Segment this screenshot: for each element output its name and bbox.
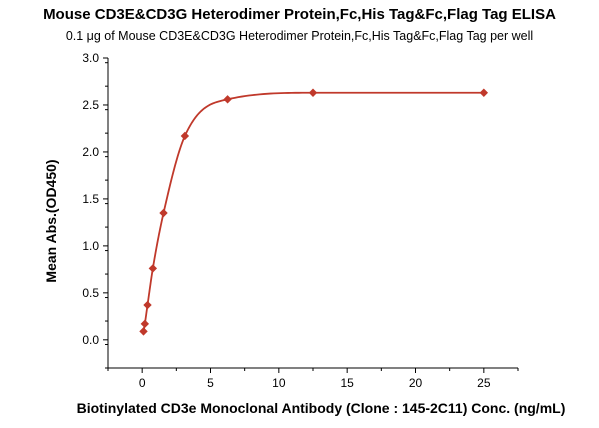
y-tick-label: 3.0 [82,51,99,65]
chart-title: Mouse CD3E&CD3G Heterodimer Protein,Fc,H… [43,6,556,23]
data-point [223,95,232,104]
x-tick-label: 15 [340,376,354,390]
chart-subtitle: 0.1 μg of Mouse CD3E&CD3G Heterodimer Pr… [65,29,534,43]
x-tick-label: 0 [139,376,146,390]
data-point [479,88,489,97]
x-tick-label: 25 [477,376,491,390]
y-tick-label: 0.5 [82,286,99,300]
x-tick-label: 10 [272,376,286,390]
data-point [148,264,158,273]
fit-curve [142,91,484,332]
y-tick-label: 2.5 [82,98,99,112]
data-point [180,131,190,141]
data-point [308,88,318,97]
data-points [139,88,489,336]
x-tick-label: 20 [409,376,423,390]
x-axis-title: Biotinylated CD3e Monoclonal Antibody (C… [77,400,566,416]
y-tick-label: 0.0 [82,333,99,347]
y-axis-title: Mean Abs.(OD450) [43,159,59,282]
data-point [143,300,152,310]
ticks: 0.0 0.5 1.0 1.5 2.0 2.5 3.0 0 5 10 15 20 25 [82,51,519,390]
y-tick-label: 1.5 [82,192,99,206]
data-point [140,319,150,329]
y-tick-label: 2.0 [82,145,99,159]
axes [107,58,518,369]
x-tick-label: 5 [207,376,214,390]
data-point [139,327,148,336]
data-point [159,208,168,218]
y-tick-label: 1.0 [82,239,99,253]
